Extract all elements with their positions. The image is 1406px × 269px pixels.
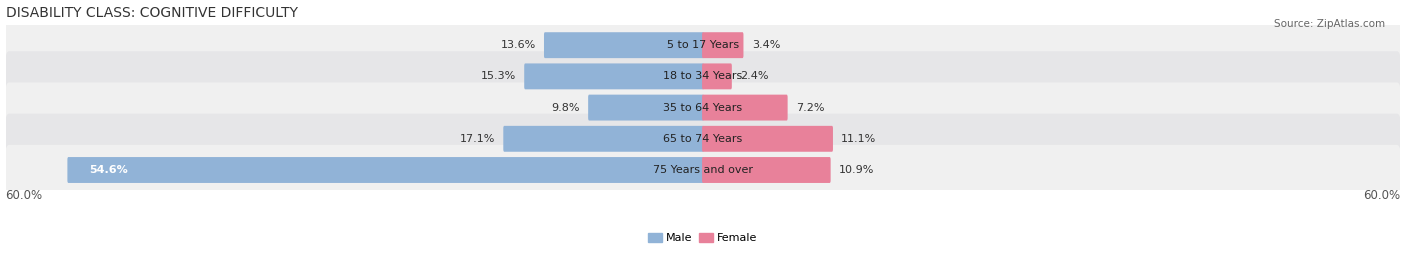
Legend: Male, Female: Male, Female xyxy=(644,228,762,247)
Text: 65 to 74 Years: 65 to 74 Years xyxy=(664,134,742,144)
FancyBboxPatch shape xyxy=(6,114,1400,164)
FancyBboxPatch shape xyxy=(6,83,1400,133)
Text: 35 to 64 Years: 35 to 64 Years xyxy=(664,102,742,113)
Text: 10.9%: 10.9% xyxy=(839,165,875,175)
FancyBboxPatch shape xyxy=(702,63,733,89)
Text: 54.6%: 54.6% xyxy=(89,165,128,175)
Text: 5 to 17 Years: 5 to 17 Years xyxy=(666,40,740,50)
Text: 11.1%: 11.1% xyxy=(841,134,876,144)
Text: 13.6%: 13.6% xyxy=(501,40,536,50)
FancyBboxPatch shape xyxy=(702,32,744,58)
Text: 2.4%: 2.4% xyxy=(740,71,769,82)
Text: DISABILITY CLASS: COGNITIVE DIFFICULTY: DISABILITY CLASS: COGNITIVE DIFFICULTY xyxy=(6,6,298,20)
Text: Source: ZipAtlas.com: Source: ZipAtlas.com xyxy=(1274,19,1385,29)
FancyBboxPatch shape xyxy=(544,32,704,58)
FancyBboxPatch shape xyxy=(6,145,1400,195)
FancyBboxPatch shape xyxy=(6,51,1400,101)
FancyBboxPatch shape xyxy=(6,20,1400,70)
FancyBboxPatch shape xyxy=(702,126,832,152)
Text: 15.3%: 15.3% xyxy=(481,71,516,82)
FancyBboxPatch shape xyxy=(503,126,704,152)
Text: 60.0%: 60.0% xyxy=(6,189,42,202)
FancyBboxPatch shape xyxy=(702,95,787,121)
FancyBboxPatch shape xyxy=(702,157,831,183)
FancyBboxPatch shape xyxy=(588,95,704,121)
Text: 7.2%: 7.2% xyxy=(796,102,824,113)
Text: 17.1%: 17.1% xyxy=(460,134,495,144)
Text: 9.8%: 9.8% xyxy=(551,102,579,113)
Text: 3.4%: 3.4% xyxy=(752,40,780,50)
Text: 18 to 34 Years: 18 to 34 Years xyxy=(664,71,742,82)
FancyBboxPatch shape xyxy=(524,63,704,89)
Text: 60.0%: 60.0% xyxy=(1364,189,1400,202)
Text: 75 Years and over: 75 Years and over xyxy=(652,165,754,175)
FancyBboxPatch shape xyxy=(67,157,704,183)
